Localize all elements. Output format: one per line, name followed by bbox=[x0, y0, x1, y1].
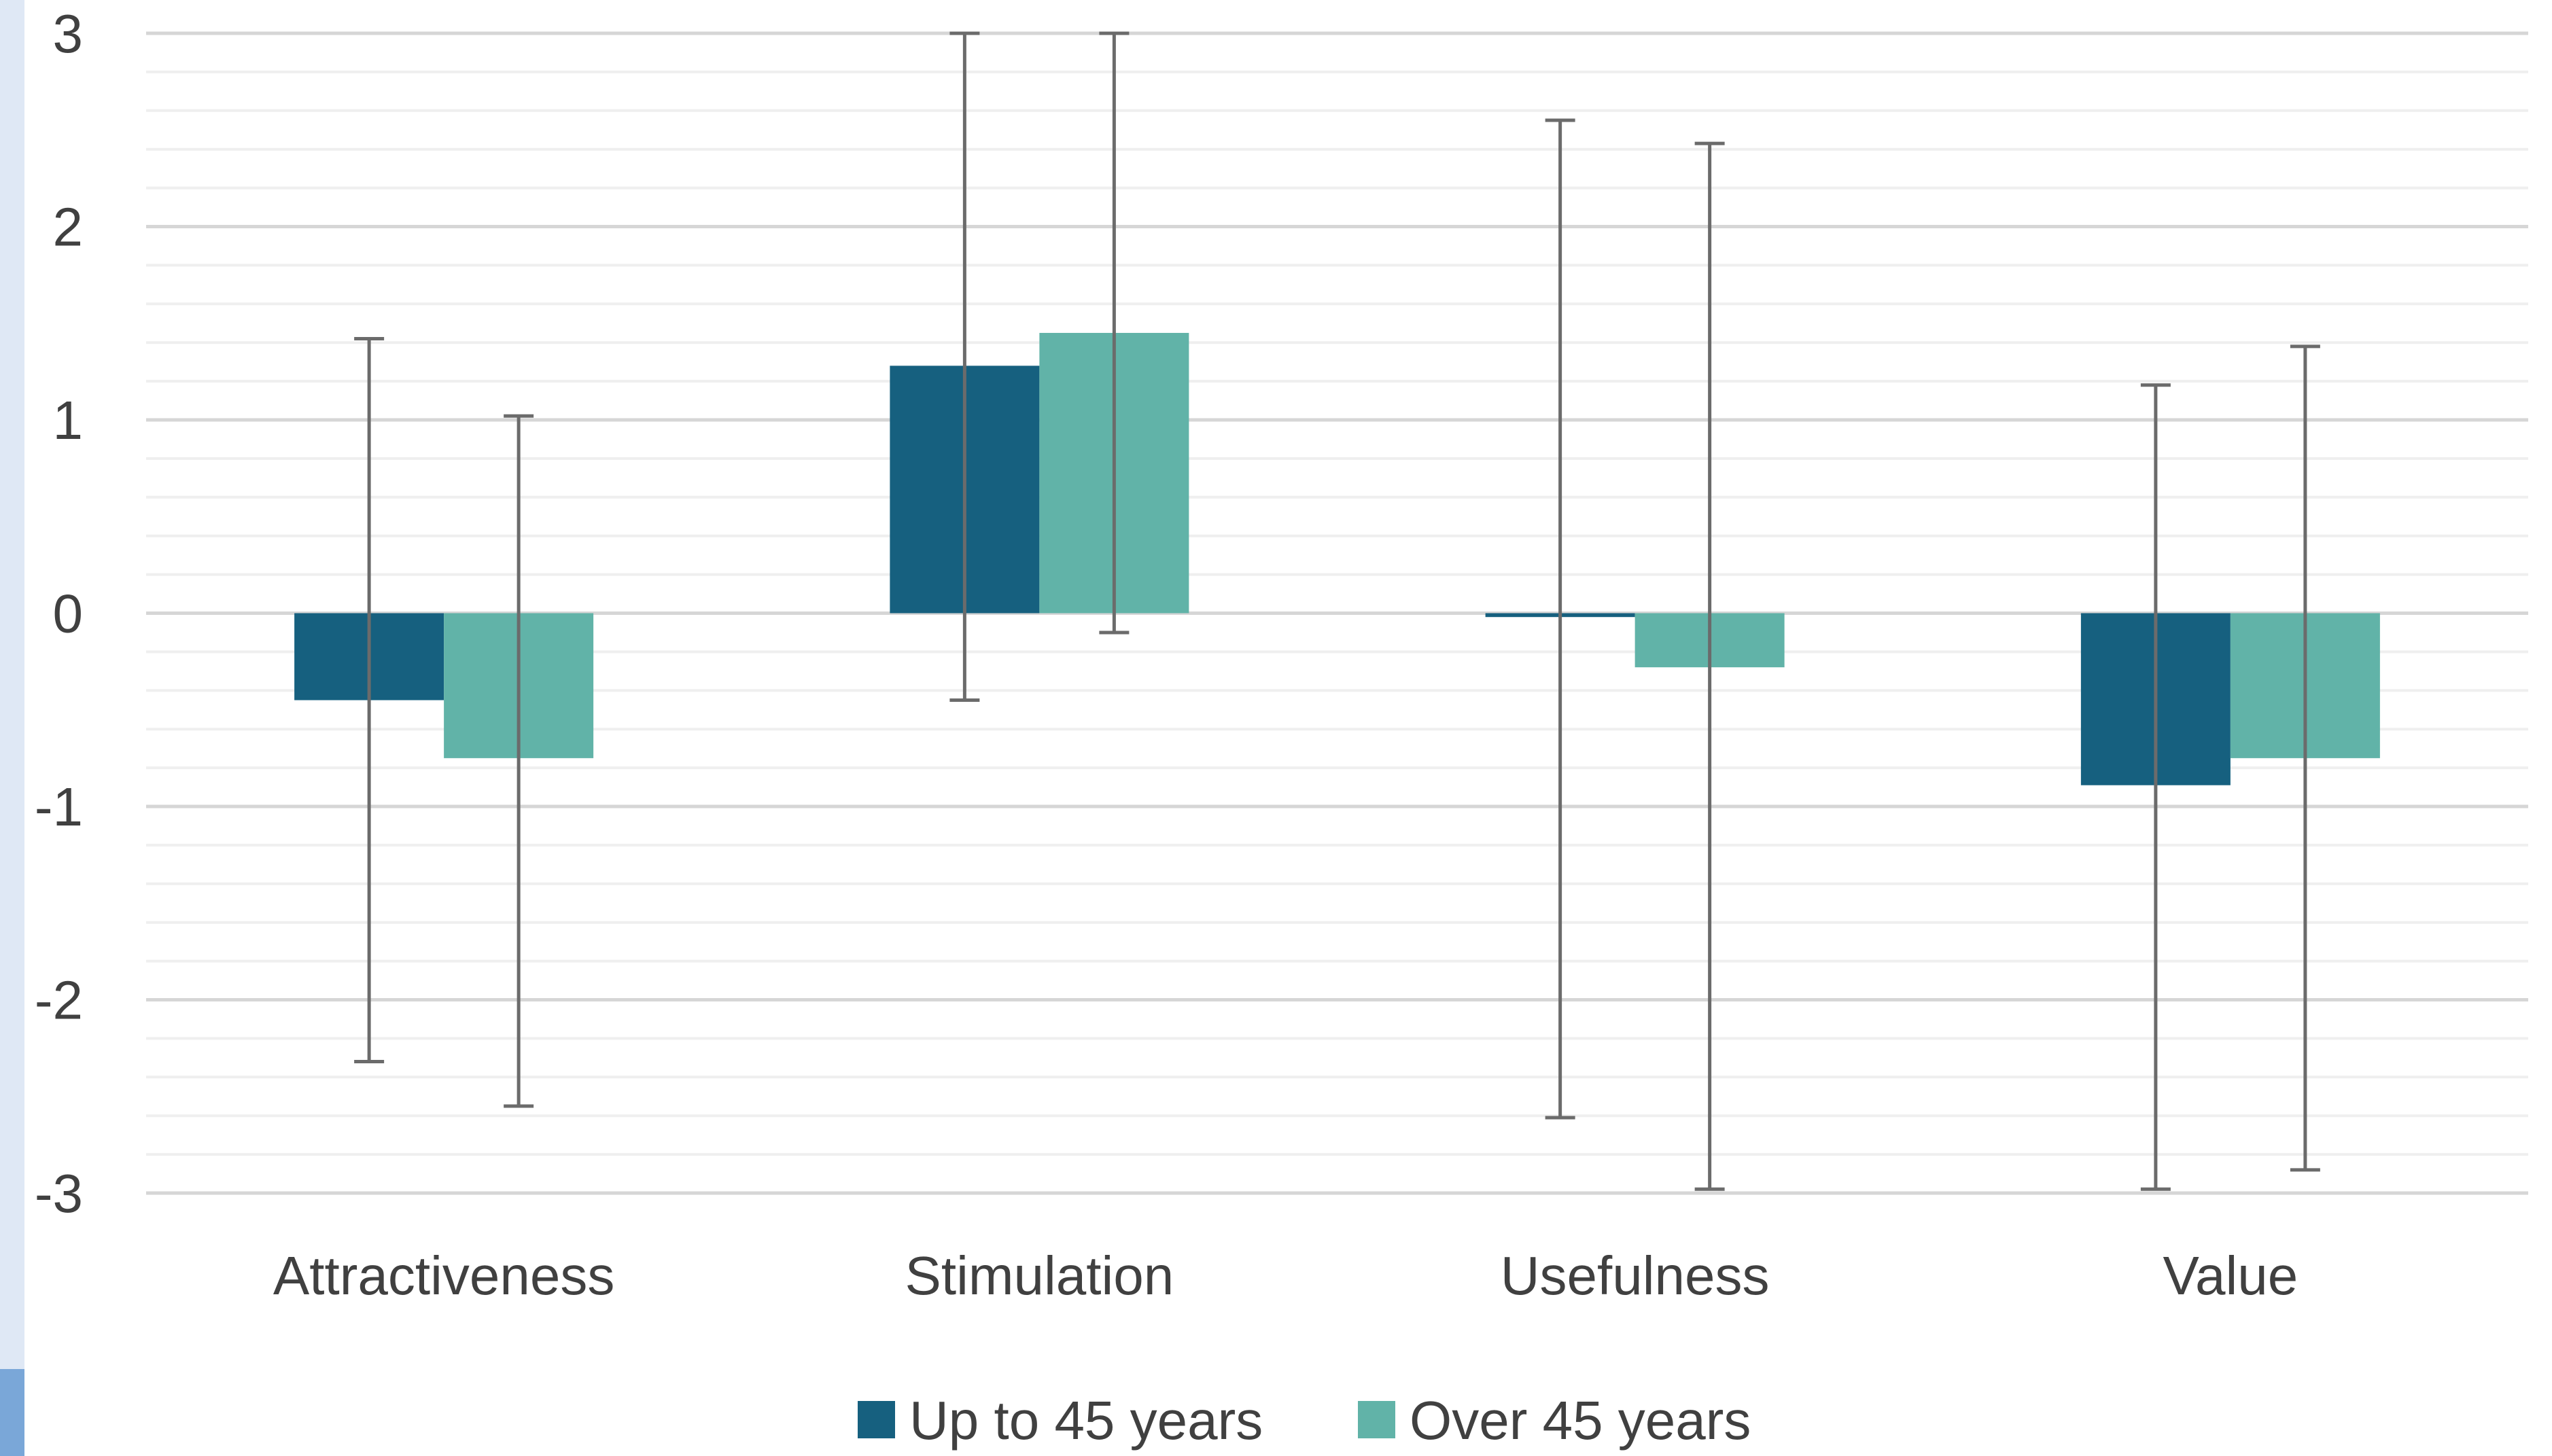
left-edge-tab bbox=[0, 1369, 24, 1456]
y-tick-label: 2 bbox=[53, 197, 84, 258]
y-tick-label: -3 bbox=[35, 1163, 83, 1224]
left-edge-strip bbox=[0, 0, 24, 1456]
error-bars bbox=[354, 31, 2320, 1191]
x-category-label: Value bbox=[2163, 1245, 2298, 1306]
y-tick-label: 3 bbox=[53, 3, 84, 64]
x-category-label: Stimulation bbox=[905, 1245, 1174, 1306]
legend-swatch bbox=[1358, 1401, 1395, 1438]
legend: Up to 45 years Over 45 years bbox=[858, 1390, 1751, 1451]
y-tick-label: 1 bbox=[53, 390, 84, 450]
y-axis-tick-labels: 3 2 1 0 -1 -2 -3 bbox=[35, 3, 83, 1224]
y-tick-label: -2 bbox=[35, 970, 83, 1031]
x-axis-category-labels: Attractiveness Stimulation Usefulness Value bbox=[273, 1245, 2298, 1306]
legend-swatch bbox=[858, 1401, 895, 1438]
legend-label: Up to 45 years bbox=[909, 1390, 1263, 1451]
x-category-label: Usefulness bbox=[1501, 1245, 1770, 1306]
bars bbox=[294, 332, 2380, 785]
x-category-label: Attractiveness bbox=[273, 1245, 614, 1306]
legend-label: Over 45 years bbox=[1410, 1390, 1751, 1451]
y-tick-label: 0 bbox=[53, 584, 84, 644]
y-tick-label: -1 bbox=[35, 777, 83, 837]
